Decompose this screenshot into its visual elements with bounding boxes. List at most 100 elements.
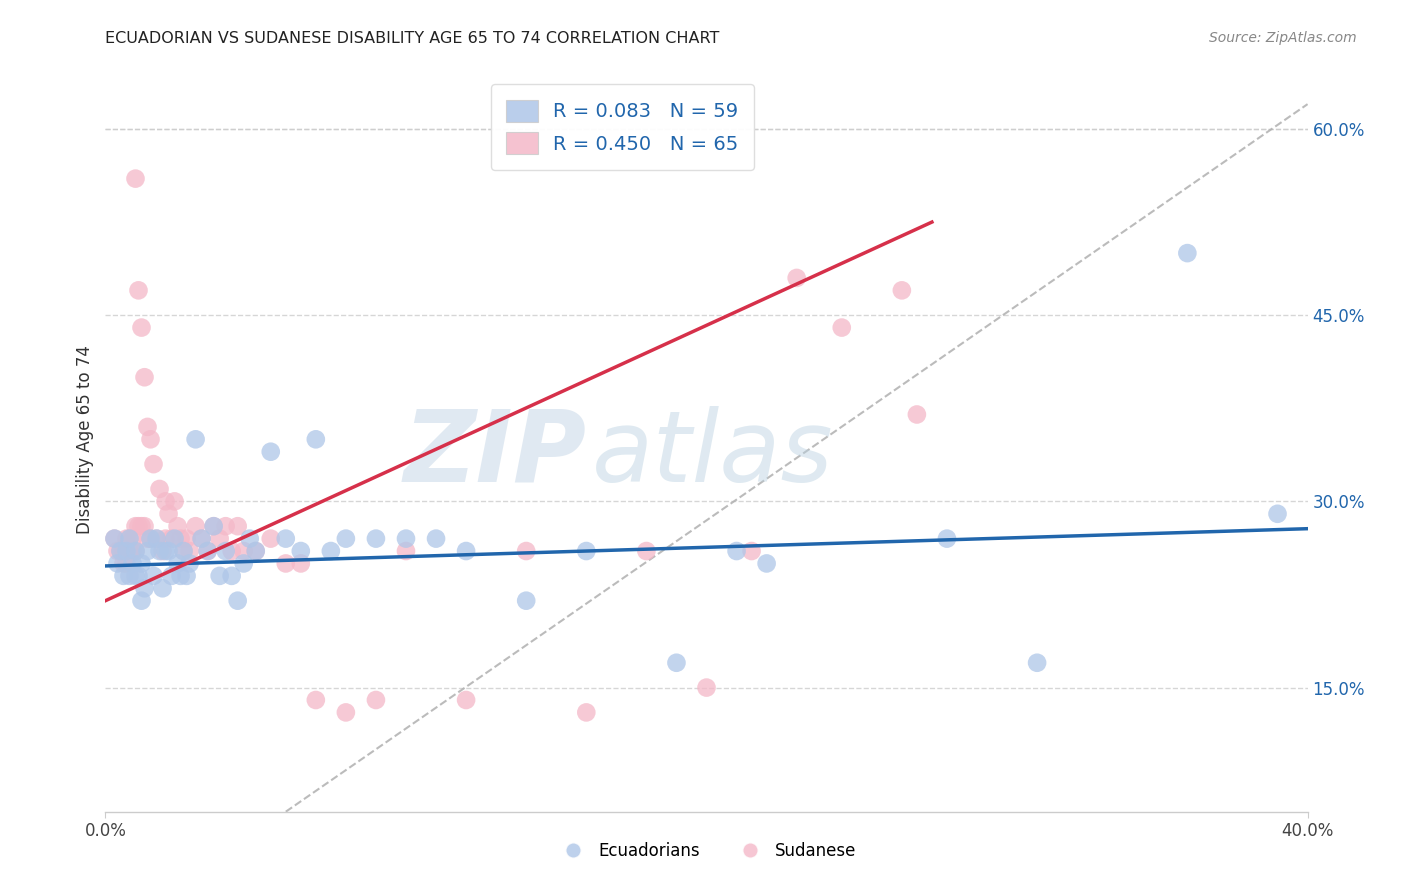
Point [260, 444, 283, 458]
Point [107, 557, 129, 571]
Point [755, 557, 778, 571]
Point [202, 519, 225, 533]
Point [112, 544, 135, 558]
Point [118, 569, 141, 583]
Point [395, 532, 418, 546]
Point [335, 532, 357, 546]
Point [176, 569, 198, 583]
Point [179, 557, 201, 571]
Point [136, 532, 159, 546]
Point [184, 519, 207, 533]
Point [636, 544, 658, 558]
Point [1175, 246, 1198, 260]
Point [1026, 656, 1049, 670]
Point [319, 544, 342, 558]
Point [665, 656, 688, 670]
Point [190, 532, 212, 546]
Point [515, 544, 537, 558]
Point [364, 693, 387, 707]
Point [226, 519, 249, 533]
Point [148, 482, 170, 496]
Point [112, 557, 135, 571]
Text: atlas: atlas [592, 406, 834, 503]
Point [232, 557, 254, 571]
Point [145, 532, 167, 546]
Point [190, 532, 212, 546]
Point [115, 532, 138, 546]
Point [575, 706, 598, 720]
Point [160, 569, 183, 583]
Point [131, 320, 153, 334]
Point [232, 544, 254, 558]
Point [208, 532, 231, 546]
Point [142, 569, 165, 583]
Point [741, 544, 763, 558]
Point [118, 544, 141, 558]
Point [121, 532, 143, 546]
Point [110, 544, 132, 558]
Point [696, 681, 718, 695]
Point [152, 544, 174, 558]
Point [890, 284, 912, 298]
Point [155, 494, 177, 508]
Point [155, 532, 177, 546]
Point [157, 507, 180, 521]
Point [139, 532, 162, 546]
Point [197, 544, 219, 558]
Point [136, 420, 159, 434]
Point [115, 557, 138, 571]
Point [121, 557, 143, 571]
Point [134, 370, 156, 384]
Point [163, 532, 186, 546]
Point [107, 544, 129, 558]
Point [136, 544, 159, 558]
Point [454, 544, 477, 558]
Point [221, 569, 243, 583]
Y-axis label: Disability Age 65 to 74: Disability Age 65 to 74 [76, 345, 94, 533]
Point [118, 532, 141, 546]
Point [131, 593, 153, 607]
Point [905, 408, 928, 422]
Text: Source: ZipAtlas.com: Source: ZipAtlas.com [1209, 31, 1357, 45]
Point [166, 557, 188, 571]
Point [202, 519, 225, 533]
Point [128, 284, 150, 298]
Point [786, 271, 808, 285]
Point [1267, 507, 1289, 521]
Point [131, 557, 153, 571]
Point [176, 532, 198, 546]
Point [124, 544, 146, 558]
Point [305, 433, 328, 447]
Text: ZIP: ZIP [404, 406, 586, 503]
Point [184, 433, 207, 447]
Point [124, 544, 146, 558]
Point [725, 544, 748, 558]
Point [208, 569, 231, 583]
Point [169, 532, 191, 546]
Point [214, 519, 236, 533]
Point [274, 557, 297, 571]
Point [134, 582, 156, 596]
Point [124, 519, 146, 533]
Point [139, 433, 162, 447]
Point [197, 544, 219, 558]
Point [155, 544, 177, 558]
Point [163, 494, 186, 508]
Point [115, 544, 138, 558]
Point [103, 532, 125, 546]
Point [157, 544, 180, 558]
Point [173, 544, 195, 558]
Point [305, 693, 328, 707]
Point [831, 320, 853, 334]
Point [290, 544, 312, 558]
Point [128, 569, 150, 583]
Point [290, 557, 312, 571]
Point [245, 544, 267, 558]
Point [936, 532, 959, 546]
Point [152, 582, 174, 596]
Point [166, 519, 188, 533]
Point [179, 544, 201, 558]
Point [214, 544, 236, 558]
Point [103, 532, 125, 546]
Point [131, 519, 153, 533]
